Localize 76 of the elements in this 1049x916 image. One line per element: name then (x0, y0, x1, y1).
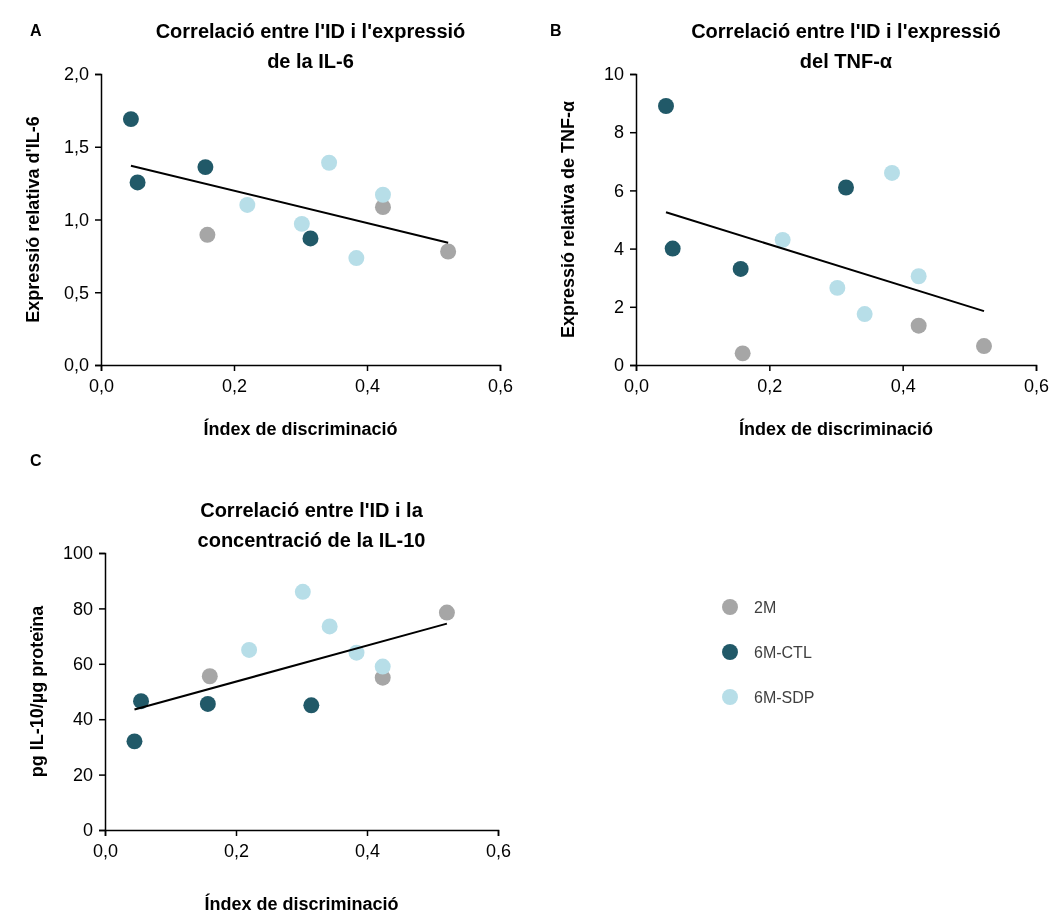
x-tick-label: 0,4 (354, 375, 381, 396)
point (658, 98, 674, 114)
x-tick-label: 0,6 (1023, 375, 1049, 396)
y-tick-label: 0,5 (63, 282, 89, 303)
y-tick-label: 0 (82, 820, 93, 841)
point (126, 733, 143, 750)
point (321, 618, 338, 635)
point (239, 196, 256, 213)
y-tick-label: 20 (72, 764, 93, 785)
point (976, 338, 992, 355)
x-tick-label: 0,2 (223, 840, 250, 861)
y-tick-label: 1,5 (63, 137, 89, 158)
point (201, 668, 218, 685)
point (438, 604, 455, 621)
x-tick-label: 0,0 (92, 840, 119, 861)
y-tick-label: 80 (72, 598, 93, 619)
chart-title: Correlació entre l'ID i l'expressió del TNF-α (691, 20, 1001, 72)
legend-label: 2M (754, 599, 777, 616)
x-tick-label: 0,4 (354, 840, 381, 861)
point (294, 583, 311, 600)
y-tick-label: 2 (613, 297, 624, 318)
legend-label: 6M-CTL (754, 644, 812, 661)
x-tick-label: 0,6 (485, 840, 512, 861)
point (199, 696, 216, 712)
x-tick-label: 0,6 (487, 375, 514, 396)
point (856, 306, 873, 323)
y-axis-title: Expressió relativa d'IL-6 (23, 116, 43, 323)
y-tick-label: 100 (62, 543, 93, 564)
y-tick-label: 1,0 (63, 209, 89, 230)
x-axis-title: Índex de discriminació (204, 893, 399, 914)
point (732, 261, 749, 277)
x-axis-title: Índex de discriminació (203, 418, 398, 439)
point (374, 186, 391, 203)
y-tick-label: 6 (613, 180, 624, 201)
x-tick-label: 0,2 (221, 375, 248, 396)
legend-label: 6M-SDP (754, 689, 815, 706)
point (884, 164, 900, 181)
x-tick-label: 0,0 (88, 375, 115, 396)
point (197, 159, 214, 176)
point (664, 240, 681, 257)
text: A (30, 22, 42, 39)
y-tick-label: 40 (72, 709, 93, 730)
x-axis-title: Índex de discriminació (738, 418, 934, 439)
point (129, 174, 146, 191)
y-tick-label: 60 (72, 654, 93, 675)
point (321, 154, 338, 171)
y-tick-label: 10 (603, 64, 624, 85)
y-tick-label: 8 (613, 122, 624, 143)
x-tick-label: 0,4 (890, 375, 916, 396)
point (910, 317, 927, 334)
text: B (550, 22, 562, 39)
point (293, 215, 310, 232)
point (910, 268, 927, 285)
y-axis-title: pg IL-10/µg proteïna (27, 604, 47, 778)
point (303, 697, 320, 714)
text: C (30, 452, 42, 469)
point (774, 231, 791, 248)
chart-title: Correlació entre l'ID i l'expressió de la IL-6 (155, 20, 466, 72)
point (734, 345, 751, 362)
point (302, 230, 319, 247)
point (199, 226, 216, 243)
y-tick-label: 2,0 (63, 64, 89, 85)
point (374, 658, 391, 675)
chart-title: Correlació entre l'ID i la concentració de la IL-10 (197, 499, 426, 551)
point (440, 243, 457, 260)
point (241, 641, 258, 658)
y-tick-label: 0,0 (63, 355, 89, 376)
x-tick-label: 0,2 (757, 375, 783, 396)
y-tick-label: 4 (613, 238, 624, 259)
point (838, 179, 854, 196)
point (829, 279, 846, 296)
point (133, 693, 149, 710)
point (122, 111, 139, 128)
y-axis-title: Expressió relativa de TNF-α (558, 100, 578, 339)
y-tick-label: 0 (613, 355, 624, 376)
point (348, 250, 365, 267)
